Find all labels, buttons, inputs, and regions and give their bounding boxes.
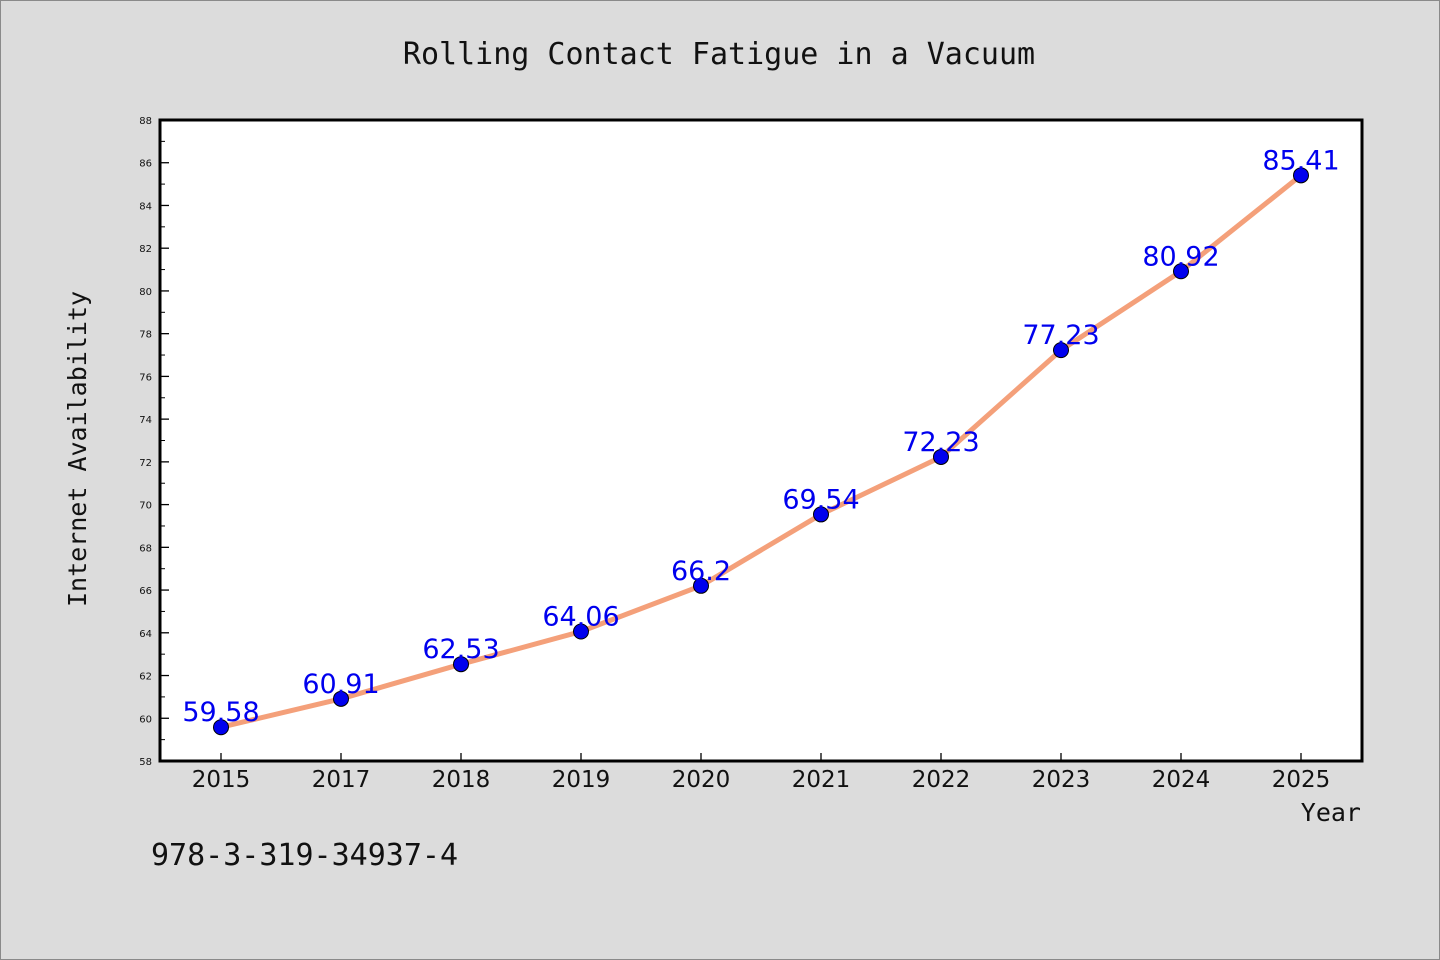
data-label: 69.54 <box>782 484 859 515</box>
y-axis: 58 60 62 64 66 68 70 72 74 76 78 80 82 84 86 88 <box>139 116 169 768</box>
x-tick-label: 2023 <box>1032 767 1091 793</box>
x-tick-label: 2020 <box>672 767 731 793</box>
y-tick-label: 64 <box>139 629 152 640</box>
y-tick-label: 82 <box>139 244 152 255</box>
x-axis-label: Year <box>1301 798 1361 827</box>
data-label: 62.53 <box>422 634 499 665</box>
data-label: 72.23 <box>902 427 979 458</box>
series-line <box>218 172 1304 730</box>
y-tick-label: 72 <box>139 458 152 469</box>
data-point <box>213 719 229 736</box>
data-point <box>573 623 589 640</box>
y-tick-label: 58 <box>139 757 152 768</box>
y-axis-label: Internet Availability <box>63 291 92 607</box>
data-point <box>453 656 469 673</box>
x-tick-label: 2021 <box>792 767 851 793</box>
data-label: 80.92 <box>1142 241 1219 272</box>
data-point <box>1173 263 1189 280</box>
x-axis: 2015 2017 2018 2019 2020 2021 2022 2023 2024 2025 <box>192 753 1331 793</box>
data-point <box>1293 167 1309 184</box>
data-point <box>693 577 709 594</box>
data-label: 64.06 <box>542 602 619 633</box>
plot-area <box>158 118 1364 763</box>
chart-title: Rolling Contact Fatigue in a Vacuum <box>403 37 1035 72</box>
y-tick-label: 86 <box>139 159 152 170</box>
data-point <box>813 506 829 523</box>
x-tick-label: 2015 <box>192 767 251 793</box>
x-tick-label: 2018 <box>432 767 491 793</box>
x-tick-label: 2017 <box>312 767 371 793</box>
y-tick-label: 74 <box>139 415 152 426</box>
y-tick-label: 80 <box>139 287 152 298</box>
y-tick-label: 60 <box>139 714 152 725</box>
data-point <box>1053 342 1069 359</box>
y-tick-label: 76 <box>139 372 152 383</box>
data-point <box>933 448 949 465</box>
x-tick-label: 2019 <box>552 767 611 793</box>
x-tick-label: 2022 <box>912 767 971 793</box>
data-label: 59.58 <box>182 697 259 728</box>
y-tick-label: 88 <box>139 116 152 127</box>
y-tick-label: 62 <box>139 672 152 683</box>
y-tick-label: 84 <box>139 201 152 212</box>
y-tick-label: 68 <box>139 543 152 554</box>
data-label: 77.23 <box>1022 320 1099 351</box>
y-tick-label: 70 <box>139 501 152 512</box>
data-label: 85.41 <box>1262 145 1339 176</box>
data-label: 66.2 <box>671 556 731 587</box>
data-point <box>333 690 349 707</box>
y-tick-label: 66 <box>139 586 152 597</box>
isbn-text: 978-3-319-34937-4 <box>151 838 458 873</box>
data-label: 60.91 <box>302 669 379 700</box>
series-layer: 59.58 60.91 62.53 64.06 66.2 69.54 72.23 77.23 8… <box>182 145 1340 736</box>
y-tick-label: 78 <box>139 330 152 341</box>
x-tick-label: 2024 <box>1152 767 1211 793</box>
x-tick-label: 2025 <box>1272 767 1331 793</box>
